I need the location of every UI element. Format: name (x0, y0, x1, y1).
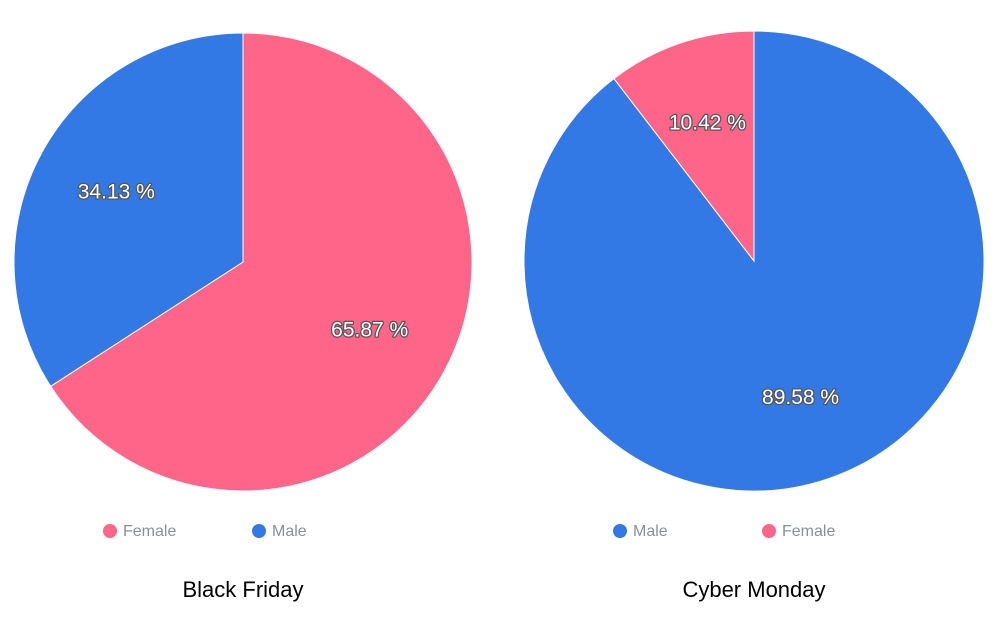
pie-slice (13, 32, 244, 387)
legend-marker (762, 524, 776, 538)
legend-marker (613, 524, 627, 538)
legend-label: Male (633, 523, 668, 540)
pie-slice (523, 30, 985, 492)
value-label: 65.87 % (331, 319, 408, 342)
legend-marker (252, 524, 266, 538)
legend-label: Female (782, 523, 835, 540)
chart-title: Cyber Monday (682, 577, 825, 602)
chart-title: Black Friday (182, 577, 303, 602)
value-label: 34.13 % (78, 181, 155, 204)
legend-label: Male (272, 523, 307, 540)
value-label: 89.58 % (762, 386, 839, 409)
value-label: 10.42 % (669, 111, 746, 134)
pie-slice (49, 32, 473, 492)
legend-marker (103, 524, 117, 538)
legend-label: Female (123, 523, 176, 540)
pie-slice (613, 30, 755, 263)
